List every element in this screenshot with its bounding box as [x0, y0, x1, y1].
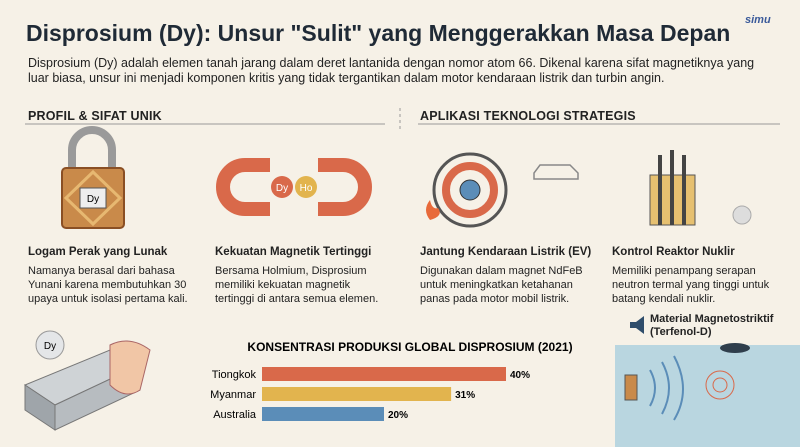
bar — [262, 387, 452, 401]
lock-icon: Dy — [61, 126, 125, 229]
title: Disprosium (Dy): Unsur "Sulit" yang Meng… — [26, 20, 731, 46]
card-text: Bersama Holmium, Disprosium memiliki kek… — [215, 265, 379, 305]
value-label: 20% — [388, 410, 408, 421]
motor-icon — [426, 152, 579, 228]
card-title: Kekuatan Magnetik Tertinggi — [215, 246, 372, 258]
magnet-icon: Dy Ho — [216, 158, 372, 216]
card-text: Digunakan dalam magnet NdFeB untuk menin… — [420, 265, 583, 305]
lock-label: Dy — [87, 194, 99, 205]
ingot-icon: Dy — [23, 330, 151, 431]
magnet-label: Ho — [300, 183, 313, 194]
category-label: Australia — [213, 409, 257, 421]
magnet-label: Dy — [276, 183, 288, 194]
ingot-label: Dy — [44, 341, 56, 352]
subtitle: Disprosium (Dy) adalah elemen tanah jara… — [28, 56, 755, 85]
card-text: Memiliki penampang serapan neutron terma… — [612, 265, 770, 305]
reactor-icon — [649, 150, 752, 226]
card-title: Logam Perak yang Lunak — [28, 246, 168, 258]
value-label: 31% — [455, 390, 475, 401]
bar-chart: KONSENTRASI PRODUKSI GLOBAL DISPROSIUM (… — [210, 340, 573, 421]
card-text: Namanya berasal dari bahasa Yunani karen… — [28, 265, 188, 305]
bar — [262, 367, 506, 381]
category-label: Myanmar — [210, 389, 256, 401]
card-title: Kontrol Reaktor Nuklir — [612, 246, 735, 258]
value-label: 40% — [510, 370, 530, 381]
dividers — [25, 108, 780, 130]
chart-title: KONSENTRASI PRODUKSI GLOBAL DISPROSIUM (… — [247, 340, 572, 354]
section-title: APLIKASI TEKNOLOGI STRATEGIS — [420, 109, 636, 123]
card-title: Jantung Kendaraan Listrik (EV) — [420, 246, 592, 258]
brand: simu — [745, 14, 771, 26]
callout-title: Material Magnetostriktif (Terfenol-D) — [650, 313, 774, 338]
category-label: Tiongkok — [212, 369, 257, 381]
section-title: PROFIL & SIFAT UNIK — [28, 109, 162, 123]
sonar-icon — [615, 316, 800, 447]
bar — [262, 407, 384, 421]
